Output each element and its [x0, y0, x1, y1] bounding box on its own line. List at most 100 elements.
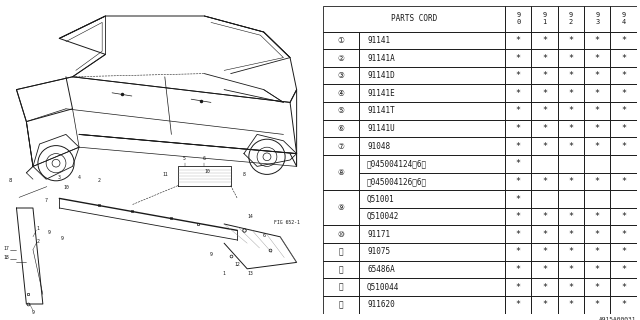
Bar [611, 190, 637, 208]
Bar [323, 137, 359, 155]
Bar [359, 261, 505, 278]
Bar [323, 261, 359, 278]
Bar [611, 155, 637, 172]
Bar [323, 226, 359, 243]
Bar [531, 6, 558, 32]
Bar [505, 155, 531, 172]
Text: *: * [595, 230, 600, 239]
Bar [584, 155, 611, 172]
Text: *: * [568, 177, 573, 186]
Text: 18: 18 [4, 255, 10, 260]
Text: 9
1: 9 1 [543, 12, 547, 26]
Text: *: * [542, 53, 547, 62]
Text: *: * [516, 36, 521, 45]
Text: *: * [516, 142, 521, 151]
Text: 9
4: 9 4 [621, 12, 626, 26]
Bar [558, 226, 584, 243]
Text: 91075: 91075 [367, 247, 390, 256]
Text: 11: 11 [162, 172, 168, 177]
Text: *: * [542, 107, 547, 116]
Bar [558, 155, 584, 172]
Bar [558, 137, 584, 155]
Text: 10: 10 [63, 185, 68, 190]
Text: 9
2: 9 2 [569, 12, 573, 26]
Text: *: * [595, 71, 600, 80]
Bar [359, 208, 505, 226]
Bar [531, 190, 558, 208]
Text: *: * [595, 300, 600, 309]
Bar [611, 32, 637, 49]
Text: *: * [516, 89, 521, 98]
Bar [359, 190, 505, 208]
Text: *: * [621, 124, 626, 133]
Bar [584, 208, 611, 226]
Text: FIG 652-1: FIG 652-1 [274, 220, 300, 225]
Bar [505, 296, 531, 314]
Bar [584, 243, 611, 261]
Bar [359, 155, 505, 172]
Text: *: * [568, 212, 573, 221]
Bar [505, 226, 531, 243]
Text: A915A00031: A915A00031 [599, 317, 637, 320]
Bar [611, 226, 637, 243]
Bar [558, 32, 584, 49]
Bar [584, 261, 611, 278]
Text: 9: 9 [48, 230, 51, 235]
Text: *: * [568, 124, 573, 133]
Text: *: * [542, 212, 547, 221]
Text: *: * [621, 107, 626, 116]
Bar [558, 67, 584, 84]
Text: ③: ③ [338, 71, 345, 80]
Bar [505, 67, 531, 84]
Text: *: * [595, 107, 600, 116]
Bar [505, 261, 531, 278]
Text: *: * [542, 283, 547, 292]
Bar [558, 243, 584, 261]
Bar [505, 102, 531, 120]
Text: ②: ② [338, 53, 345, 62]
Bar [359, 226, 505, 243]
Text: 8: 8 [8, 179, 12, 183]
Bar [611, 67, 637, 84]
Text: *: * [621, 212, 626, 221]
Text: ⑥: ⑥ [338, 124, 345, 133]
Bar [531, 155, 558, 172]
Text: 911620: 911620 [367, 300, 395, 309]
Text: 2: 2 [36, 239, 39, 244]
Text: *: * [516, 107, 521, 116]
Text: *: * [516, 71, 521, 80]
Text: *: * [516, 53, 521, 62]
Bar [531, 137, 558, 155]
Text: 91141U: 91141U [367, 124, 395, 133]
Text: 91048: 91048 [367, 142, 390, 151]
Bar [531, 172, 558, 190]
Text: *: * [621, 283, 626, 292]
Bar [584, 67, 611, 84]
Bar [584, 120, 611, 137]
Bar [323, 296, 359, 314]
Text: ⑫: ⑫ [339, 265, 344, 274]
Bar [584, 226, 611, 243]
Text: *: * [595, 36, 600, 45]
Text: 3: 3 [58, 175, 61, 180]
Bar [558, 296, 584, 314]
Text: *: * [595, 265, 600, 274]
Bar [323, 102, 359, 120]
Bar [584, 49, 611, 67]
Text: 12: 12 [234, 262, 240, 267]
Text: 91141E: 91141E [367, 89, 395, 98]
Text: 6: 6 [262, 233, 265, 238]
Bar [323, 278, 359, 296]
Text: *: * [568, 300, 573, 309]
Bar [505, 84, 531, 102]
Text: *: * [542, 89, 547, 98]
Bar [505, 243, 531, 261]
Text: 91141A: 91141A [367, 53, 395, 62]
Text: 9
3: 9 3 [595, 12, 600, 26]
Text: 5: 5 [183, 156, 186, 161]
Text: *: * [542, 142, 547, 151]
Bar [359, 172, 505, 190]
Text: *: * [542, 230, 547, 239]
Text: ①: ① [338, 36, 345, 45]
Text: ⑤: ⑤ [338, 107, 345, 116]
